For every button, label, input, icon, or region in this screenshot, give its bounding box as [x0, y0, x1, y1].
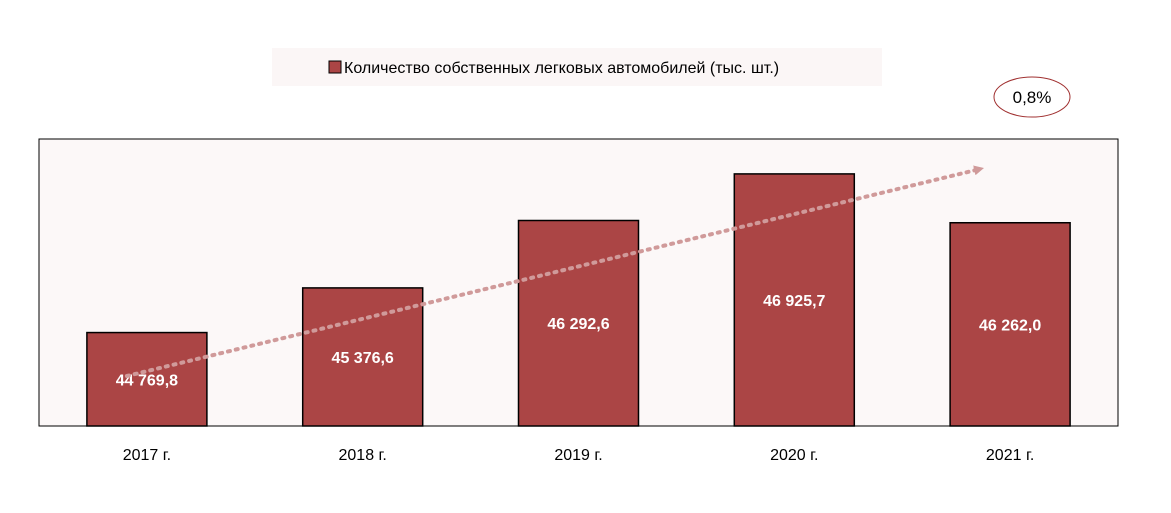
bars-group — [86, 173, 1071, 427]
bar-value-label-2: 46 292,6 — [547, 316, 609, 333]
bar-0 — [86, 331, 208, 427]
trend-annotation-label: 0,8% — [1013, 88, 1052, 107]
bar-1 — [301, 287, 424, 427]
trend-annotation: 0,8% — [993, 76, 1071, 118]
bar-3 — [733, 173, 856, 427]
x-tick-label-0: 2017 г. — [123, 447, 171, 464]
bar-value-label-0: 44 769,8 — [116, 372, 178, 389]
value-labels-group: 44 769,8 45 376,6 46 292,6 46 925,7 46 262,0 — [116, 293, 1042, 389]
x-tick-label-2: 2019 г. — [554, 447, 602, 464]
legend: Количество собственных легковых автомоби… — [272, 48, 882, 86]
x-tick-label-4: 2021 г. — [986, 447, 1034, 464]
trend-arrow — [124, 165, 984, 378]
bar-value-label-1: 45 376,6 — [332, 350, 394, 367]
bar-4 — [949, 221, 1071, 427]
bar-value-label-3: 46 925,7 — [763, 293, 825, 310]
x-tick-label-1: 2018 г. — [339, 447, 387, 464]
x-axis-tick-labels: 2017 г. 2018 г. 2019 г. 2020 г. 2021 г. — [123, 447, 1035, 464]
legend-swatch — [328, 60, 342, 74]
legend-background — [272, 48, 882, 86]
x-tick-label-3: 2020 г. — [770, 447, 818, 464]
trend-annotation-ellipse — [993, 76, 1071, 118]
bar-value-label-4: 46 262,0 — [979, 317, 1041, 334]
legend-label: Количество собственных легковых автомоби… — [344, 60, 779, 77]
